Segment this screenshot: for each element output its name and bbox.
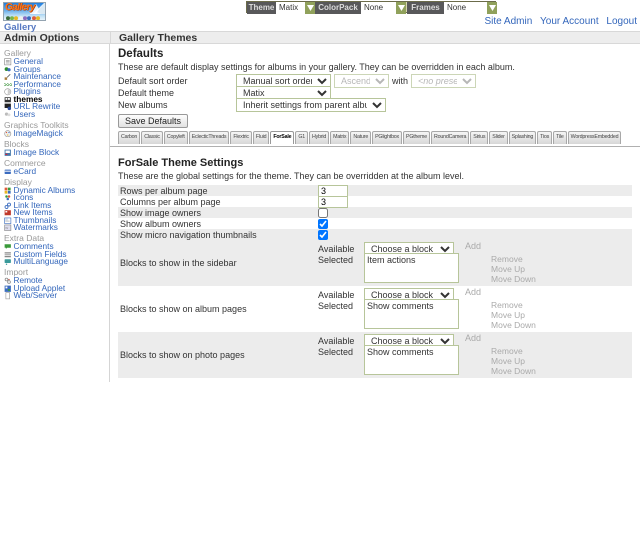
svg-text:W: W — [5, 226, 8, 230]
